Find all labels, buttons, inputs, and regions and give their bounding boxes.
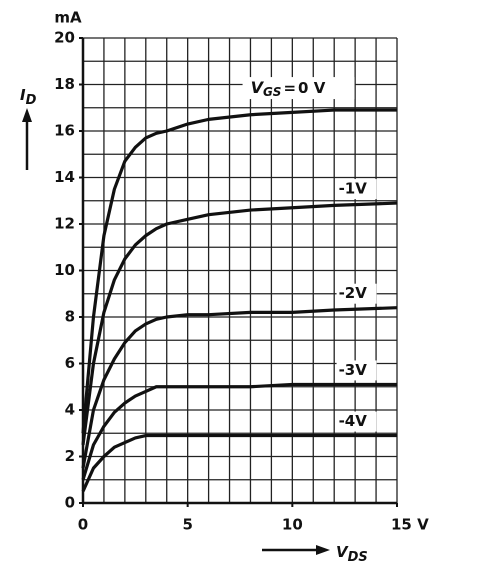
x-label-sub: DS (348, 550, 368, 565)
x-tick-label: 15 V (391, 516, 429, 534)
y-axis-label: ID (20, 86, 37, 108)
x-tick-label: 5 (182, 516, 192, 534)
series-label: -3V (339, 361, 368, 379)
y-unit: mA (54, 9, 82, 27)
y-tick-label: 12 (54, 215, 75, 233)
curve (81, 433, 397, 493)
y-tick-label: 18 (54, 75, 75, 93)
series-label: 0 V (298, 79, 326, 97)
curve (81, 108, 397, 434)
curve (81, 306, 398, 469)
y-arrow-head (22, 108, 32, 122)
y-label-main: I (20, 86, 26, 104)
x-label-main: V (336, 543, 349, 561)
series-label: -4V (339, 412, 368, 430)
label-bg (336, 360, 377, 381)
x-axis-label: VDS (336, 543, 368, 565)
y-tick-label: 8 (65, 308, 75, 326)
y-tick-label: 10 (54, 261, 75, 279)
label-bg (242, 77, 355, 100)
y-tick-label: 14 (54, 168, 75, 186)
label-prefix-eq: = (283, 79, 296, 97)
x-tick-label: 0 (78, 516, 88, 534)
series-label: -1V (339, 180, 368, 198)
label-prefix-main: V (251, 78, 265, 97)
y-tick-label: 0 (65, 494, 75, 512)
y-tick-label: 20 (54, 29, 75, 47)
x-tick-label: 10 (282, 516, 303, 534)
y-tick-label: 6 (65, 354, 75, 372)
curve-label: VGS = 0 V (251, 78, 326, 99)
series-label: -2V (339, 284, 368, 302)
label-bg (336, 283, 377, 304)
y-tick-label: 4 (65, 401, 75, 419)
y-label-sub: D (26, 93, 37, 108)
x-arrow-head (316, 545, 330, 555)
y-tick-label: 16 (54, 122, 75, 140)
label-bg (336, 179, 377, 200)
label-prefix-sub: GS (263, 85, 282, 99)
y-tick-label: 2 (65, 447, 75, 465)
label-bg (336, 411, 377, 432)
curve (81, 201, 398, 446)
curve (81, 382, 397, 481)
